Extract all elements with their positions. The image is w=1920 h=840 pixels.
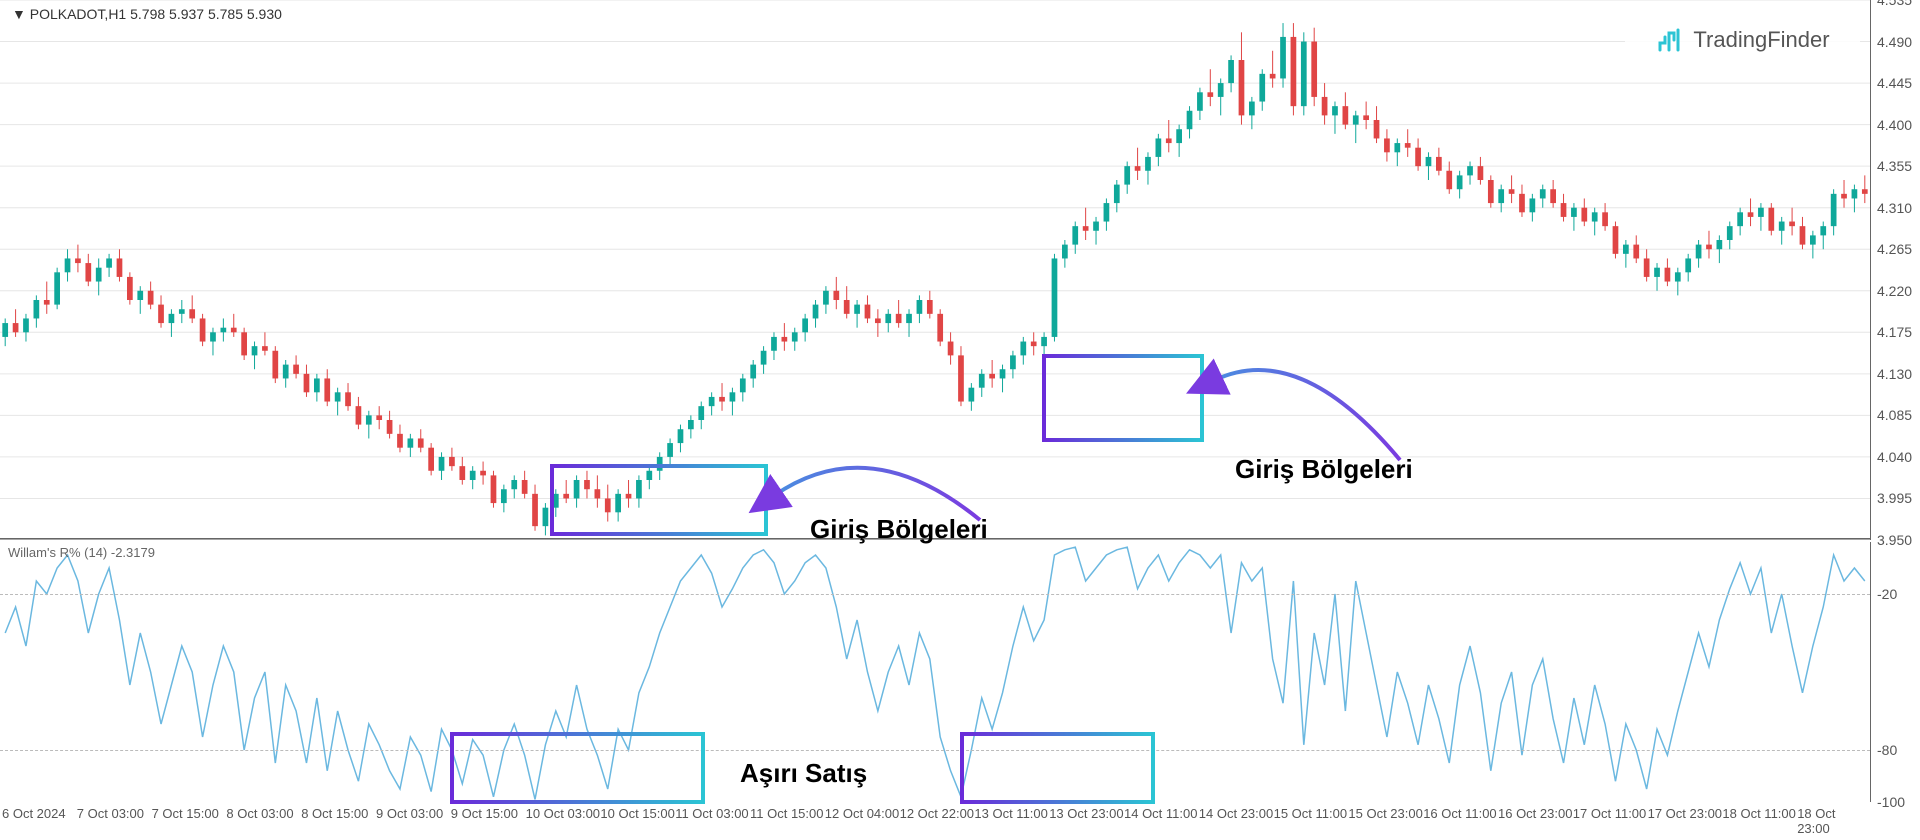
instrument-label: ▼ POLKADOT,H1 5.798 5.937 5.785 5.930 [12,6,282,22]
price-tick: 4.355 [1877,158,1912,174]
entry-zone-label-2: Giriş Bölgeleri [1235,454,1413,485]
price-tick: 4.400 [1877,117,1912,133]
time-tick: 7 Oct 03:00 [77,806,144,821]
time-tick: 13 Oct 23:00 [1049,806,1123,821]
branding-logo: TradingFinder [1625,10,1860,70]
time-tick: 10 Oct 15:00 [600,806,674,821]
indicator-tick: -80 [1877,742,1897,758]
price-tick: 4.535 [1877,0,1912,8]
time-tick: 12 Oct 22:00 [900,806,974,821]
indicator-axis: -20-80-100 [1870,542,1920,802]
time-tick: 8 Oct 15:00 [301,806,368,821]
price-axis: 4.535 4.490 4.445 4.400 4.355 4.310 4.265 4.220… [1870,0,1920,540]
time-tick: 6 Oct 2024 [2,806,66,821]
entry-zone-label-1: Giriş Bölgeleri [810,514,988,545]
time-tick: 14 Oct 23:00 [1199,806,1273,821]
time-tick: 11 Oct 15:00 [750,806,823,821]
indicator-panel[interactable]: Willam's R% (14) -2.3179 [0,542,1870,802]
branding-text: TradingFinder [1693,27,1829,53]
time-tick: 16 Oct 11:00 [1423,806,1496,821]
candlestick-chart [0,0,1870,540]
price-tick: 4.220 [1877,283,1912,299]
time-tick: 10 Oct 03:00 [526,806,600,821]
time-tick: 13 Oct 11:00 [974,806,1047,821]
price-tick: 4.265 [1877,241,1912,257]
time-tick: 17 Oct 11:00 [1573,806,1646,821]
price-chart-panel[interactable]: ▼ POLKADOT,H1 5.798 5.937 5.785 5.930 [0,0,1870,540]
time-tick: 11 Oct 03:00 [675,806,748,821]
time-tick: 18 Oct 23:00 [1797,806,1870,836]
time-tick: 9 Oct 15:00 [451,806,518,821]
price-tick: 4.310 [1877,200,1912,216]
time-tick: 8 Oct 03:00 [226,806,293,821]
tradingfinder-icon [1655,25,1685,55]
price-tick: 4.040 [1877,449,1912,465]
indicator-label: Willam's R% (14) -2.3179 [8,545,155,560]
time-axis: 6 Oct 2024 7 Oct 03:00 7 Oct 15:00 8 Oct 03… [0,802,1870,840]
time-tick: 15 Oct 23:00 [1348,806,1422,821]
time-tick: 16 Oct 23:00 [1498,806,1572,821]
time-tick: 12 Oct 04:00 [825,806,899,821]
price-tick: 4.130 [1877,366,1912,382]
indicator-tick: -20 [1877,586,1897,602]
williams-r-chart [0,542,1870,802]
oversold-label: Aşırı Satış [740,758,867,789]
williams-ref-minus20 [0,594,1870,595]
price-tick: 4.175 [1877,324,1912,340]
price-tick: 4.085 [1877,407,1912,423]
time-tick: 14 Oct 11:00 [1124,806,1197,821]
indicator-tick: -100 [1877,794,1905,810]
price-tick: 4.445 [1877,75,1912,91]
time-tick: 7 Oct 15:00 [152,806,219,821]
time-tick: 17 Oct 23:00 [1648,806,1722,821]
time-tick: 18 Oct 11:00 [1722,806,1795,821]
price-tick: 3.995 [1877,490,1912,506]
williams-ref-minus80 [0,750,1870,751]
price-tick: 4.490 [1877,34,1912,50]
time-tick: 9 Oct 03:00 [376,806,443,821]
time-tick: 15 Oct 11:00 [1274,806,1347,821]
